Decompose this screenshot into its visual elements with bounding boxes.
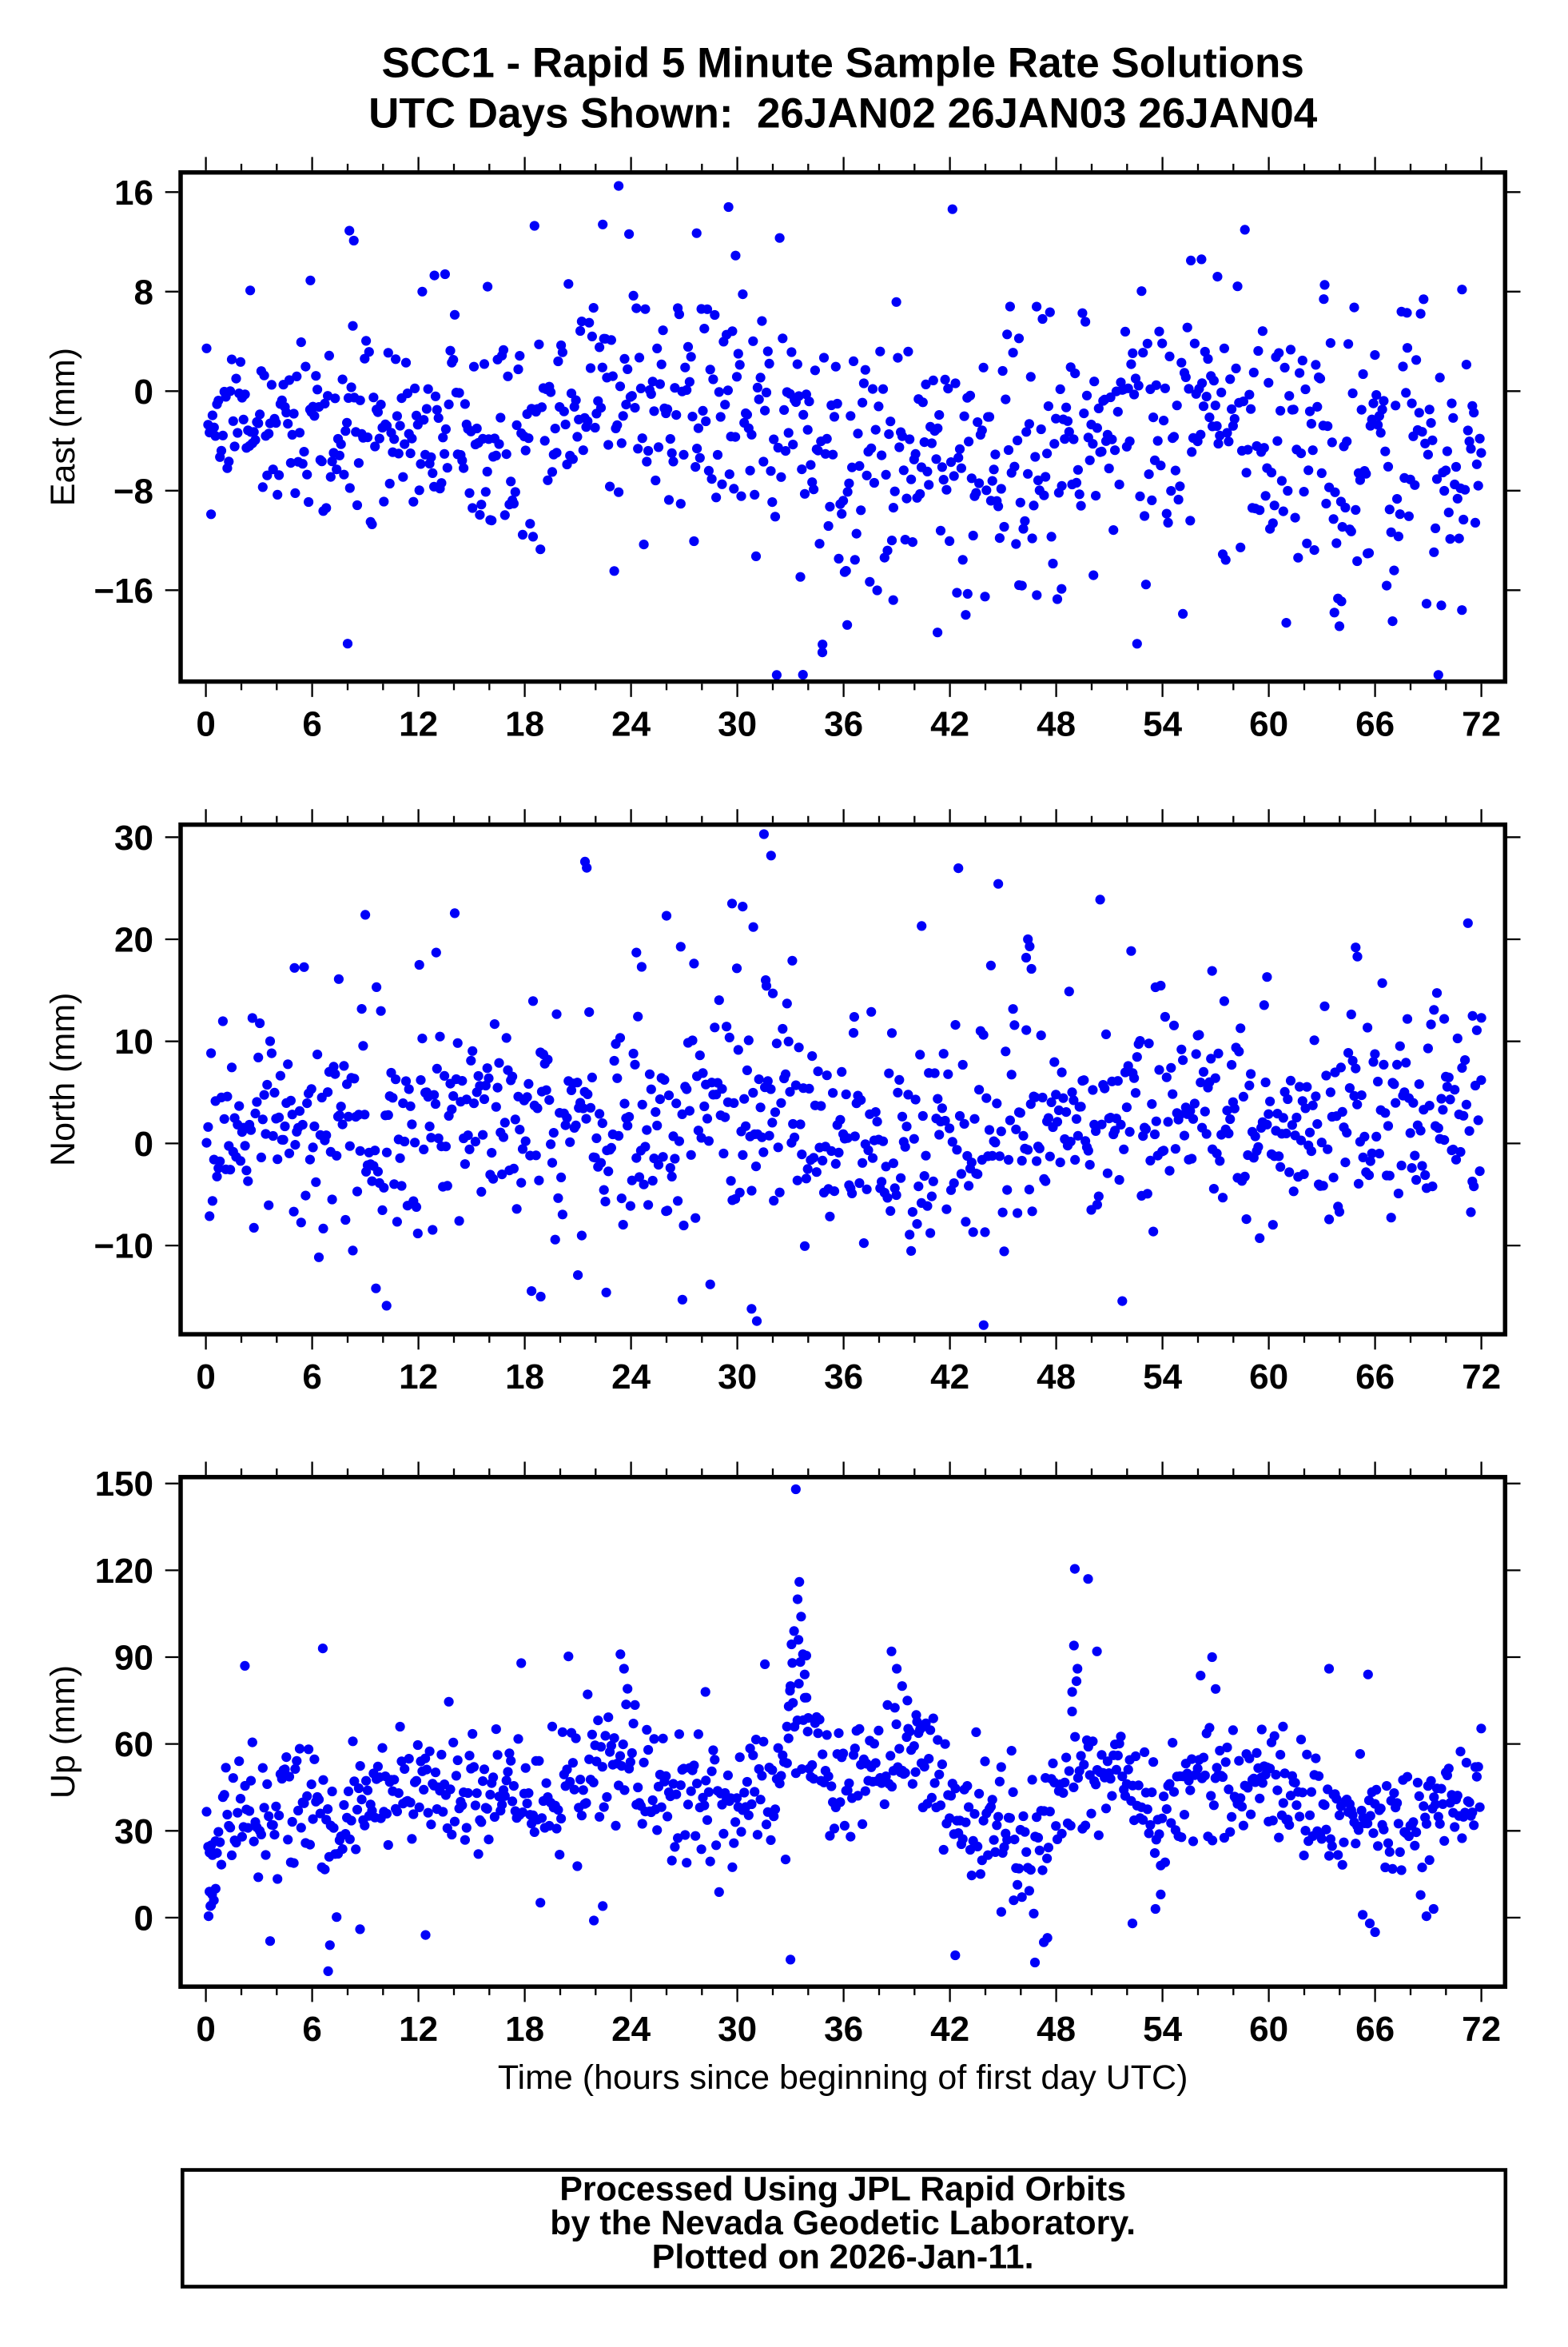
svg-text:72: 72 bbox=[1462, 705, 1501, 744]
svg-text:−16: −16 bbox=[94, 572, 153, 611]
svg-text:North (mm): North (mm) bbox=[44, 993, 82, 1166]
svg-text:54: 54 bbox=[1143, 2010, 1182, 2049]
svg-text:12: 12 bbox=[399, 2010, 438, 2049]
svg-text:6: 6 bbox=[302, 705, 321, 744]
svg-text:30: 30 bbox=[114, 1812, 153, 1851]
svg-text:72: 72 bbox=[1462, 1357, 1501, 1397]
svg-text:30: 30 bbox=[718, 705, 757, 744]
svg-text:66: 66 bbox=[1355, 705, 1395, 744]
svg-text:−10: −10 bbox=[94, 1227, 153, 1266]
svg-text:Plotted on 2026-Jan-11.: Plotted on 2026-Jan-11. bbox=[652, 2238, 1034, 2277]
svg-text:72: 72 bbox=[1462, 2010, 1501, 2049]
svg-text:Time (hours since beginning of: Time (hours since beginning of first day… bbox=[498, 2058, 1188, 2097]
svg-text:18: 18 bbox=[505, 705, 544, 744]
svg-text:54: 54 bbox=[1143, 705, 1182, 744]
svg-text:60: 60 bbox=[1249, 705, 1288, 744]
svg-text:60: 60 bbox=[1249, 1357, 1288, 1397]
svg-text:48: 48 bbox=[1037, 705, 1076, 744]
svg-text:6: 6 bbox=[302, 1357, 321, 1397]
svg-text:18: 18 bbox=[505, 1357, 544, 1397]
svg-text:24: 24 bbox=[611, 705, 651, 744]
svg-text:by the Nevada Geodetic Laborat: by the Nevada Geodetic Laboratory. bbox=[550, 2204, 1136, 2242]
svg-text:0: 0 bbox=[196, 1357, 215, 1397]
svg-text:90: 90 bbox=[114, 1639, 153, 1678]
svg-text:60: 60 bbox=[1249, 2010, 1288, 2049]
svg-text:6: 6 bbox=[302, 2010, 321, 2049]
svg-text:10: 10 bbox=[114, 1022, 153, 1062]
svg-text:30: 30 bbox=[114, 819, 153, 858]
svg-text:0: 0 bbox=[134, 1125, 153, 1164]
svg-text:36: 36 bbox=[824, 2010, 863, 2049]
svg-text:42: 42 bbox=[930, 1357, 969, 1397]
svg-text:120: 120 bbox=[95, 1552, 153, 1591]
svg-text:0: 0 bbox=[134, 1899, 153, 1938]
svg-text:0: 0 bbox=[134, 373, 153, 412]
svg-text:16: 16 bbox=[114, 173, 153, 213]
svg-text:UTC Days Shown: 26JAN02 26JAN: UTC Days Shown: 26JAN02 26JAN03 26JAN04 bbox=[368, 90, 1318, 137]
svg-text:12: 12 bbox=[399, 1357, 438, 1397]
svg-text:18: 18 bbox=[505, 2010, 544, 2049]
svg-text:150: 150 bbox=[95, 1464, 153, 1504]
svg-text:24: 24 bbox=[611, 2010, 651, 2049]
svg-text:SCC1 - Rapid 5 Minute Sample R: SCC1 - Rapid 5 Minute Sample Rate Soluti… bbox=[381, 40, 1303, 87]
svg-text:12: 12 bbox=[399, 705, 438, 744]
svg-text:8: 8 bbox=[134, 273, 153, 312]
svg-text:30: 30 bbox=[718, 1357, 757, 1397]
svg-text:48: 48 bbox=[1037, 1357, 1076, 1397]
svg-text:0: 0 bbox=[196, 705, 215, 744]
svg-text:36: 36 bbox=[824, 1357, 863, 1397]
svg-text:66: 66 bbox=[1355, 2010, 1395, 2049]
svg-text:48: 48 bbox=[1037, 2010, 1076, 2049]
svg-text:Up (mm): Up (mm) bbox=[44, 1665, 82, 1799]
svg-text:42: 42 bbox=[930, 2010, 969, 2049]
svg-text:54: 54 bbox=[1143, 1357, 1182, 1397]
svg-text:Processed Using JPL Rapid Orbi: Processed Using JPL Rapid Orbits bbox=[559, 2170, 1126, 2209]
svg-text:30: 30 bbox=[718, 2010, 757, 2049]
svg-text:66: 66 bbox=[1355, 1357, 1395, 1397]
svg-text:East (mm): East (mm) bbox=[44, 348, 82, 506]
svg-text:60: 60 bbox=[114, 1725, 153, 1764]
svg-text:0: 0 bbox=[196, 2010, 215, 2049]
svg-text:36: 36 bbox=[824, 705, 863, 744]
svg-text:20: 20 bbox=[114, 921, 153, 960]
svg-text:42: 42 bbox=[930, 705, 969, 744]
svg-text:24: 24 bbox=[611, 1357, 651, 1397]
svg-text:−8: −8 bbox=[113, 472, 153, 511]
